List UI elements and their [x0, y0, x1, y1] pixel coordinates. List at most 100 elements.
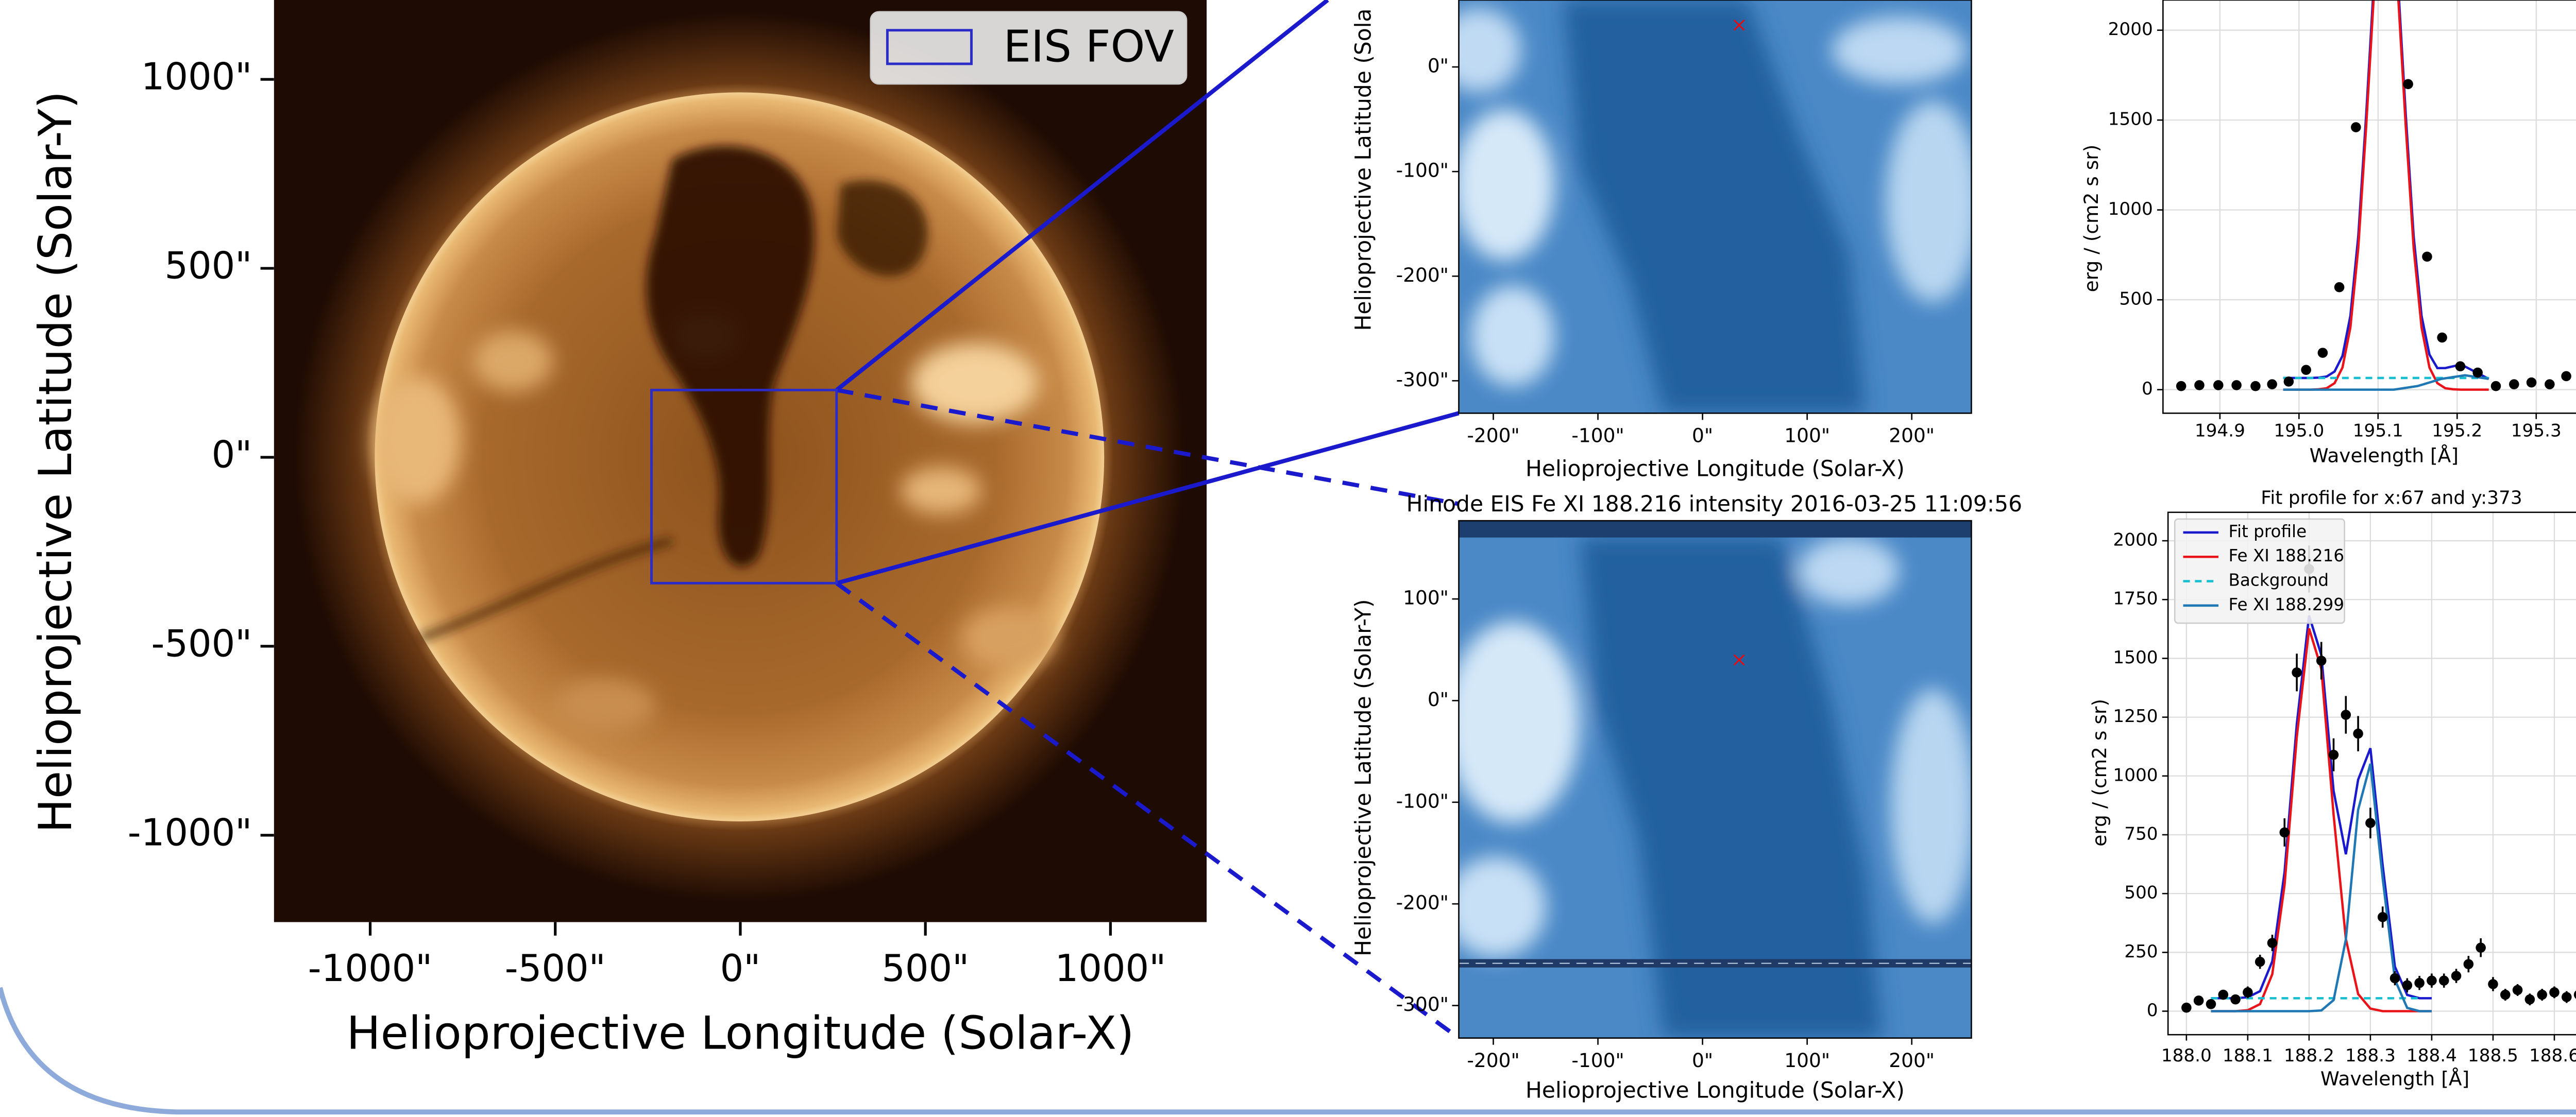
- y-tick-label: -200": [1396, 891, 1449, 914]
- data-point: [2301, 365, 2311, 375]
- data-point: [2194, 995, 2204, 1006]
- data-point: [2341, 710, 2351, 720]
- chart-title: Fit profile for x:67 and y:373: [2261, 488, 2522, 509]
- x-tick-label: 200": [1889, 1049, 1935, 1072]
- active-region: [472, 331, 553, 391]
- data-point: [2437, 333, 2447, 343]
- data-point: [2284, 376, 2294, 387]
- y-tick-label: -500": [151, 622, 252, 665]
- missing-strip: [1459, 521, 1972, 538]
- y-axis-label: Helioprojective Latitude (Sola: [1350, 9, 1376, 331]
- y-tick-label: 1000: [2108, 199, 2153, 219]
- figure: -1000"-500"0"500"1000"-1000"-500"0"500"1…: [0, 0, 2576, 1117]
- y-axis-label: Helioprojective Latitude (Solar-Y): [29, 91, 82, 833]
- legend-label: Background: [2229, 571, 2329, 590]
- bright-loop: [1470, 285, 1554, 386]
- data-point: [2353, 729, 2363, 739]
- page: Solar figure html, body { margin: 0; pad…: [0, 0, 2576, 1117]
- data-point: [2267, 938, 2278, 948]
- data-point: [2509, 379, 2519, 389]
- y-tick-label: 1500: [2108, 109, 2153, 130]
- data-point: [2488, 979, 2498, 989]
- x-axis-label: Wavelength [Å]: [2310, 444, 2459, 467]
- y-tick-label: 1000: [2113, 765, 2158, 785]
- data-point: [2329, 750, 2339, 760]
- bright-loop: [1832, 17, 1967, 84]
- data-point: [2545, 379, 2555, 389]
- x-axis-label: Wavelength [Å]: [2320, 1068, 2469, 1090]
- data-point: [2316, 656, 2327, 666]
- data-point: [2402, 980, 2413, 990]
- data-point: [2390, 973, 2400, 984]
- y-tick-label: 100": [1403, 587, 1449, 609]
- x-tick-label: 500": [882, 947, 969, 990]
- data-point: [2491, 381, 2501, 391]
- data-point: [2292, 667, 2302, 678]
- y-tick-label: 0: [2147, 1000, 2158, 1021]
- legend-label: Fe XI 188.299: [2229, 595, 2345, 614]
- y-tick-label: 1500: [2113, 647, 2158, 668]
- x-tick-label: -100": [1571, 1049, 1624, 1072]
- data-point: [2365, 818, 2376, 828]
- y-tick-label: -1000": [128, 811, 252, 854]
- data-point: [2176, 381, 2187, 391]
- y-axis-label: erg / (cm2 s sr): [2080, 145, 2103, 293]
- fit-line: [2283, 0, 2489, 379]
- x-tick-label: -500": [505, 947, 606, 990]
- x-tick-label: -100": [1571, 424, 1624, 447]
- data-point: [2537, 990, 2547, 1000]
- page-body: {"chart_data": [ {"type": "image", "colo…: [0, 0, 2576, 1117]
- bright-loop: [1437, 8, 1521, 92]
- y-axis-label: erg / (cm2 s sr): [2088, 699, 2111, 847]
- x-tick-label: 188.1: [2223, 1045, 2273, 1066]
- y-tick-label: -300": [1396, 368, 1449, 391]
- data-point: [2561, 371, 2571, 382]
- bright-loop: [1798, 538, 1899, 605]
- y-tick-label: 250: [2124, 941, 2158, 962]
- data-point: [2218, 990, 2228, 1000]
- data-point: [2451, 971, 2462, 981]
- sun-image: [274, 0, 1207, 922]
- x-axis-label: Helioprojective Longitude (Solar-X): [347, 1006, 1134, 1059]
- panel: 188.0188.1188.2188.3188.4188.5188.6188.7…: [2088, 488, 2576, 1090]
- x-tick-label: -200": [1467, 424, 1519, 447]
- y-tick-label: 0: [2142, 379, 2153, 399]
- x-tick-label: -1000": [308, 947, 433, 990]
- eis-image: [1445, 521, 1975, 1038]
- legend-label: Fit profile: [2229, 522, 2307, 541]
- eis-image: [1437, 0, 1980, 413]
- x-tick-label: 188.5: [2468, 1045, 2518, 1066]
- y-tick-label: 1000": [141, 55, 252, 98]
- data-point: [2318, 348, 2328, 358]
- x-tick-label: 1000": [1055, 947, 1166, 990]
- y-tick-label: -100": [1396, 159, 1449, 182]
- data-point: [2279, 828, 2290, 838]
- data-point: [2378, 912, 2388, 922]
- x-tick-label: 188.3: [2345, 1045, 2396, 1066]
- data-point: [2525, 994, 2535, 1005]
- data-point: [2562, 992, 2572, 1002]
- data-point: [2527, 377, 2537, 388]
- data-point: [2455, 361, 2466, 371]
- x-tick-label: 0": [1692, 424, 1713, 447]
- active-region: [911, 342, 1039, 423]
- y-tick-label: 750: [2124, 823, 2158, 844]
- legend-label: EIS FOV: [1003, 21, 1174, 72]
- data-point: [2472, 368, 2483, 378]
- y-tick-label: 500": [164, 244, 252, 287]
- data-point: [2403, 79, 2413, 90]
- fit-line: [2211, 628, 2431, 1011]
- y-tick-label: 2000: [2108, 19, 2153, 40]
- legend-label: Fe XI 188.216: [2229, 546, 2345, 565]
- y-tick-label: 500: [2119, 289, 2153, 310]
- bright-loop: [1886, 101, 1980, 302]
- x-axis-label: Helioprojective Longitude (Solar-X): [1526, 456, 1905, 482]
- x-tick-label: 195.1: [2353, 421, 2403, 441]
- chart-title: Hinode EIS Fe XI 188.216 intensity 2016-…: [1406, 491, 2023, 517]
- data-point: [2250, 381, 2261, 391]
- y-tick-label: -200": [1396, 264, 1449, 286]
- data-point: [2334, 282, 2345, 293]
- active-region: [961, 608, 1056, 668]
- bright-loop: [1445, 856, 1546, 957]
